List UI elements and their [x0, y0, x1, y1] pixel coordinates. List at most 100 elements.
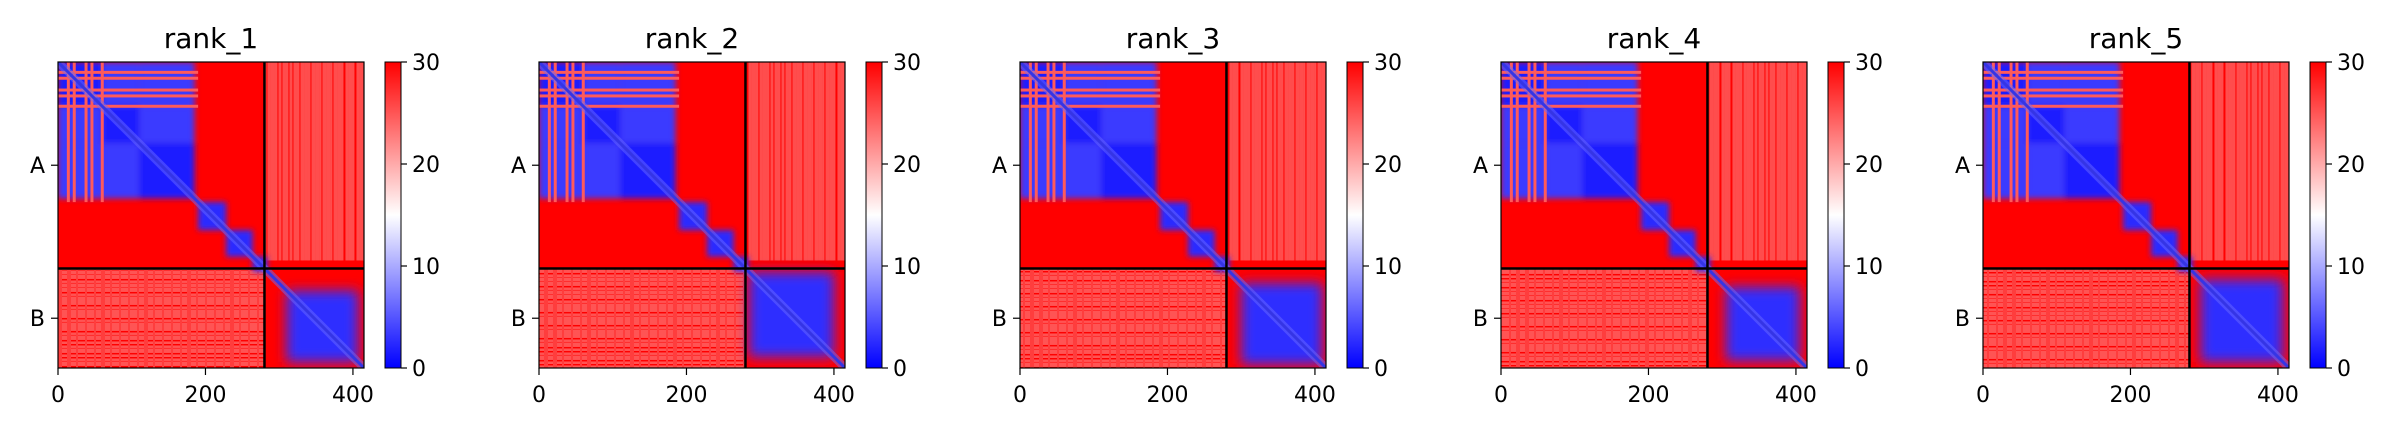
texture-stripe	[1020, 339, 1227, 341]
panel-title: rank_3	[1126, 22, 1220, 55]
texture-stripe	[539, 333, 746, 337]
texture-stripe	[58, 325, 265, 327]
texture-stripe	[1020, 288, 1227, 292]
texture-stripe	[1232, 62, 1237, 261]
gap-col	[100, 62, 104, 203]
colorbar-tick-label: 10	[2337, 255, 2365, 280]
texture-stripe	[1125, 268, 1127, 368]
texture-stripe	[1020, 297, 1227, 301]
texture-stripe	[1258, 62, 1261, 261]
chain-a-confident-region	[1983, 62, 2120, 199]
texture-stripe	[2284, 62, 2289, 261]
colorbar-tick-label: 0	[1855, 357, 1869, 382]
texture-stripe	[69, 268, 71, 368]
texture-stripe	[759, 62, 763, 261]
texture-stripe	[1983, 347, 2190, 350]
chain-a-block	[1983, 106, 2028, 144]
texture-stripe	[1020, 310, 1227, 314]
texture-stripe	[1082, 268, 1084, 368]
texture-stripe	[1020, 307, 1227, 310]
gap-col	[1527, 62, 1531, 203]
texture-stripe	[1020, 327, 1227, 331]
gap-col	[84, 62, 88, 203]
texture-stripe	[614, 268, 616, 368]
texture-stripe	[58, 316, 265, 318]
texture-stripe	[1983, 273, 2190, 276]
chain-a-block	[2064, 106, 2120, 144]
diagonal-halo	[539, 62, 845, 368]
texture-stripe	[2134, 268, 2136, 368]
texture-stripe	[58, 270, 265, 274]
texture-stripe	[58, 300, 265, 304]
texture-stripe	[345, 62, 349, 261]
texture-stripe	[1690, 268, 1692, 368]
chain-a-block	[102, 143, 140, 199]
texture-stripe	[58, 358, 265, 361]
texture-stripe	[196, 268, 198, 368]
texture-stripe	[58, 338, 265, 340]
texture-stripe	[60, 268, 62, 368]
texture-stripe	[1220, 268, 1222, 368]
texture-stripe	[1724, 62, 1729, 261]
texture-stripe	[119, 268, 121, 368]
texture-stripe	[2258, 62, 2262, 261]
texture-stripe	[356, 62, 360, 261]
gap-col	[1509, 62, 1513, 203]
texture-stripe	[2254, 62, 2257, 261]
texture-stripe	[2195, 62, 2200, 261]
texture-stripe	[539, 320, 746, 324]
texture-stripe	[1568, 268, 1570, 368]
gap-col	[1034, 62, 1038, 203]
texture-stripe	[1109, 268, 1111, 368]
texture-stripe	[539, 303, 746, 307]
texture-stripe	[1728, 62, 1731, 261]
x-tick-label: 200	[184, 383, 226, 408]
texture-stripe	[348, 62, 353, 261]
chain-a-block	[2027, 62, 2065, 107]
pae-panel: rank_5 0 200 400 A B 0 10 20 30	[1955, 22, 2365, 408]
gap-row	[539, 76, 680, 80]
texture-stripe	[58, 299, 265, 301]
interchain-texture	[1501, 62, 1807, 368]
y-tick-label: A	[511, 154, 526, 179]
colorbar-frame	[2309, 61, 2327, 369]
texture-stripe	[1983, 331, 2190, 333]
texture-stripe	[1983, 327, 2190, 329]
texture-stripe	[1754, 62, 1758, 261]
texture-stripe	[1020, 330, 1227, 332]
texture-stripe	[2265, 62, 2268, 261]
heatmap	[1020, 62, 1326, 368]
texture-stripe	[1251, 62, 1255, 261]
texture-stripe	[359, 62, 364, 261]
texture-stripe	[1663, 268, 1665, 368]
texture-stripe	[1798, 62, 1802, 261]
diagonal-halo	[1983, 62, 2289, 368]
texture-stripe	[630, 268, 632, 368]
texture-stripe	[818, 62, 823, 261]
texture-stripe	[743, 268, 745, 368]
texture-stripe	[1266, 62, 1271, 261]
texture-stripe	[539, 361, 746, 364]
x-tick-label: 200	[665, 383, 707, 408]
chain-a-confident-region	[58, 62, 195, 199]
texture-stripe	[322, 62, 326, 261]
gap-row	[58, 88, 199, 92]
gap-col	[90, 62, 94, 203]
texture-stripe	[1983, 340, 2190, 342]
texture-stripe	[1709, 62, 1713, 261]
colorbar-tick-label: 30	[2337, 51, 2365, 76]
texture-stripe	[128, 268, 130, 368]
texture-stripe	[1645, 268, 1647, 368]
texture-stripe	[1620, 268, 1622, 368]
texture-stripe	[639, 268, 641, 368]
texture-stripe	[58, 354, 265, 357]
colorbar-gradient	[2310, 62, 2326, 368]
interchain-texture	[1983, 62, 2289, 368]
chain-a-block	[2027, 143, 2065, 199]
gap-row	[1983, 70, 2124, 74]
texture-stripe	[539, 277, 746, 281]
texture-stripe	[539, 297, 746, 299]
texture-stripe	[539, 290, 746, 294]
gap-col	[1997, 62, 2001, 203]
texture-stripe	[304, 62, 309, 261]
